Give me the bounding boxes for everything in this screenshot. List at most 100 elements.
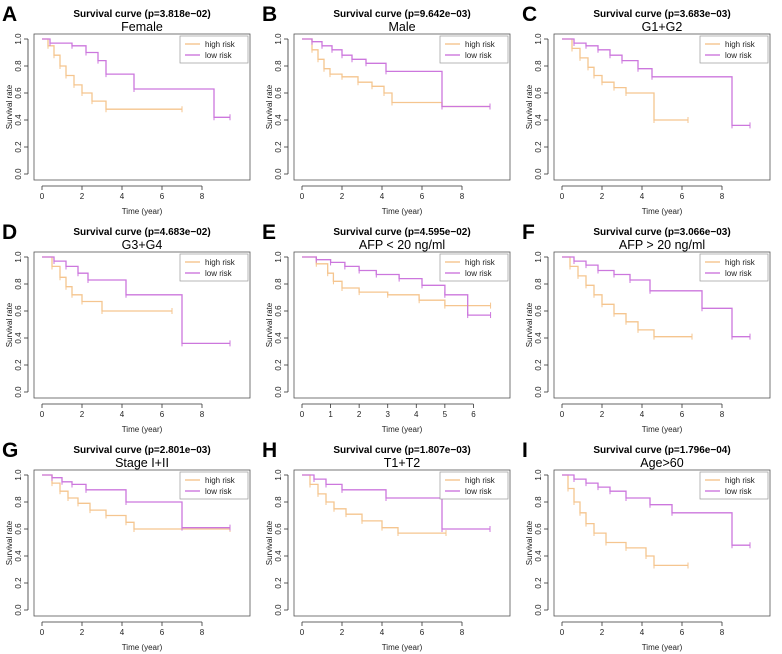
chart-title: Survival curve (p=3.818e−02): [73, 9, 210, 20]
x-tick-label: 5: [443, 410, 448, 419]
chart-panel-f: F Survival curve (p=3.066e−03)AFP > 20 ng…: [522, 221, 771, 434]
y-axis-label: Survival rate: [5, 520, 14, 565]
legend-label: low risk: [725, 269, 753, 278]
x-tick-label: 4: [120, 192, 125, 201]
legend-label: high risk: [465, 40, 496, 49]
y-axis-label: Survival rate: [525, 84, 534, 129]
y-tick-label: 0.8: [14, 278, 23, 290]
chart-title: Survival curve (p=4.595e−02): [333, 227, 470, 238]
legend-label: low risk: [465, 51, 493, 60]
y-tick-label: 0.0: [274, 168, 283, 180]
legend-label: low risk: [205, 487, 233, 496]
chart-subtitle: Male: [388, 20, 415, 34]
plot-frame: [553, 469, 771, 617]
x-tick-label: 2: [357, 410, 362, 419]
y-tick-label: 0.2: [14, 141, 23, 153]
x-tick-label: 0: [300, 192, 305, 201]
chart-subtitle: AFP > 20 ng/ml: [619, 238, 705, 252]
x-tick-label: 6: [420, 628, 425, 637]
y-tick-label: 0.2: [534, 141, 543, 153]
y-tick-label: 0.0: [534, 168, 543, 180]
x-tick-label: 2: [80, 192, 85, 201]
chart-panel-b: B Survival curve (p=9.642e−03)Male 0.0 0.2 0…: [262, 3, 511, 216]
legend-label: high risk: [465, 258, 496, 267]
series-high-risk-line: [562, 256, 692, 338]
series-low-risk-line: [562, 38, 750, 127]
y-tick-label: 0.2: [274, 359, 283, 371]
y-tick-label: 0.4: [534, 114, 543, 126]
x-tick-label: 0: [560, 192, 565, 201]
chart-panel-i: I Survival curve (p=1.796e−04)Age>60 0.0 0.…: [522, 439, 771, 652]
chart-panel-c: C Survival curve (p=3.683e−03)G1+G2 0.0 0.2…: [522, 3, 771, 216]
legend-label: low risk: [205, 51, 233, 60]
x-tick-label: 8: [200, 410, 205, 419]
series-high-risk-line: [42, 38, 182, 110]
panel-letter: G: [2, 439, 18, 462]
plot-frame: [33, 251, 251, 399]
y-tick-label: 1.0: [534, 251, 543, 263]
x-tick-label: 4: [414, 410, 419, 419]
chart-panel-e: E Survival curve (p=4.595e−02)AFP < 20 ng…: [262, 221, 511, 434]
y-tick-label: 0.2: [534, 359, 543, 371]
x-tick-label: 1: [328, 410, 333, 419]
panel-letter: H: [262, 439, 277, 462]
y-tick-label: 0.8: [14, 60, 23, 72]
chart-title: Survival curve (p=1.807e−03): [333, 445, 470, 456]
x-tick-label: 2: [340, 628, 345, 637]
y-tick-label: 0.0: [14, 386, 23, 398]
x-tick-label: 2: [600, 628, 605, 637]
chart-subtitle: G1+G2: [642, 20, 683, 34]
y-axis-label: Survival rate: [265, 84, 274, 129]
y-tick-label: 0.8: [274, 278, 283, 290]
plot-frame: [553, 33, 771, 181]
y-tick-label: 0.6: [274, 305, 283, 317]
y-tick-label: 1.0: [274, 33, 283, 45]
chart-title: Survival curve (p=2.801e−03): [73, 445, 210, 456]
legend-box: [439, 471, 509, 500]
plot-frame: [33, 469, 251, 617]
x-axis-label: Time (year): [122, 207, 163, 216]
x-tick-label: 2: [600, 410, 605, 419]
chart-panel-a: A Survival curve (p=3.818e−02)Female 0.0 0.…: [2, 3, 251, 216]
legend-label: high risk: [465, 476, 496, 485]
series-low-risk-line: [42, 256, 230, 345]
panel-letter: B: [262, 3, 277, 26]
x-tick-label: 8: [720, 628, 725, 637]
x-axis-label: Time (year): [642, 643, 683, 652]
x-tick-label: 2: [340, 192, 345, 201]
plot-frame: [33, 33, 251, 181]
panel-letter: F: [522, 221, 535, 244]
series-high-risk-line: [562, 38, 688, 121]
y-tick-label: 0.2: [274, 577, 283, 589]
x-tick-label: 2: [80, 628, 85, 637]
legend-label: high risk: [725, 258, 756, 267]
panel-letter: A: [2, 3, 17, 26]
x-tick-label: 2: [600, 192, 605, 201]
y-tick-label: 0.8: [274, 496, 283, 508]
y-tick-label: 0.0: [14, 168, 23, 180]
x-axis-label: Time (year): [642, 207, 683, 216]
y-axis-label: Survival rate: [525, 302, 534, 347]
panel-letter: E: [262, 221, 276, 244]
panel-letter: I: [522, 439, 528, 462]
chart-subtitle: AFP < 20 ng/ml: [359, 238, 445, 252]
chart-panel-h: H Survival curve (p=1.807e−03)T1+T2 0.0 0.2…: [262, 439, 511, 652]
chart-panel-g: G Survival curve (p=2.801e−03)Stage I+II 0…: [2, 439, 251, 652]
series-low-risk-line: [562, 256, 750, 338]
y-tick-label: 0.4: [534, 332, 543, 344]
y-tick-label: 0.4: [274, 114, 283, 126]
plot-frame: [293, 33, 511, 181]
y-tick-label: 0.8: [274, 60, 283, 72]
x-axis-label: Time (year): [642, 425, 683, 434]
x-tick-label: 0: [40, 192, 45, 201]
series-high-risk-line: [302, 256, 491, 307]
series-low-risk-line: [42, 38, 230, 118]
y-tick-label: 0.6: [14, 305, 23, 317]
y-tick-label: 0.0: [274, 386, 283, 398]
x-tick-label: 3: [385, 410, 390, 419]
y-tick-label: 0.6: [274, 523, 283, 535]
x-tick-label: 4: [120, 628, 125, 637]
x-tick-label: 4: [640, 410, 645, 419]
legend-label: high risk: [725, 476, 756, 485]
series-high-risk-line: [562, 474, 688, 567]
